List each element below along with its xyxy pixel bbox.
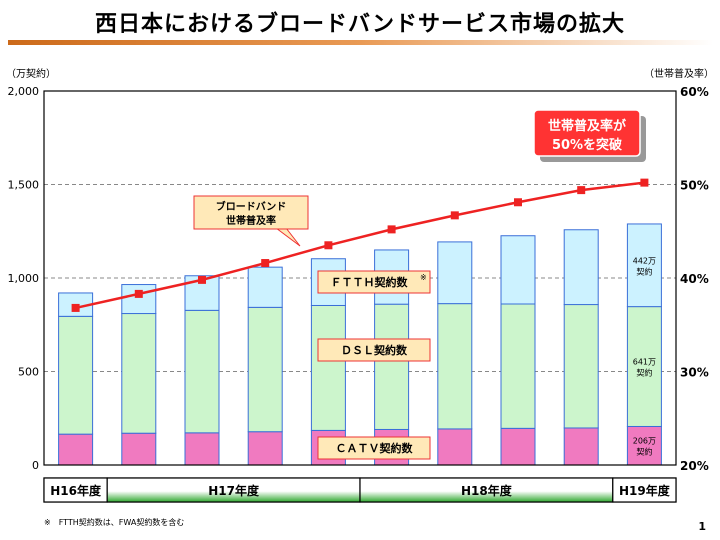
value-label-dsl-2: 契約 — [636, 368, 652, 378]
plot-frame — [43, 90, 677, 466]
series-label-ftth: ＦＴＴＨ契約数 — [331, 275, 409, 289]
line-label-box — [193, 195, 309, 230]
penetration-rate-point — [324, 241, 333, 250]
bar-ftth-9 — [563, 229, 599, 306]
bar-dsl-7 — [437, 303, 473, 430]
bar-catv-8 — [500, 427, 536, 466]
penetration-rate-line — [75, 181, 645, 310]
bar-dsl-1 — [58, 315, 94, 435]
callout-line2: 50%を突破 — [552, 137, 622, 153]
penetration-rate-point — [198, 275, 206, 284]
series-label-dsl: ＤＳＬ契約数 — [341, 343, 408, 357]
left-tick-label: 0 — [32, 459, 39, 472]
page-title: 西日本におけるブロードバンドサービス市場の拡大 — [94, 12, 626, 37]
bar-ftth-3 — [184, 275, 220, 311]
bar-ftth-8 — [500, 235, 536, 305]
penetration-rate-point — [640, 178, 649, 187]
penetration-rate-point — [261, 259, 270, 268]
period-label: H18年度 — [461, 483, 513, 498]
right-tick-label: 50% — [680, 179, 709, 193]
left-axis-label: （万契約） — [6, 67, 56, 80]
bar-catv-2 — [121, 432, 157, 466]
footnote: ※ FTTH契約数は、FWA契約数を含む — [44, 518, 185, 527]
bar-ftth-7 — [437, 241, 473, 305]
bar-dsl-9 — [563, 304, 599, 429]
penetration-rate-point — [577, 186, 586, 195]
period-cell — [612, 477, 677, 503]
penetration-rate-point — [514, 198, 522, 207]
left-tick-label: 500 — [18, 366, 39, 379]
value-label-catv-2: 契約 — [636, 447, 652, 457]
right-tick-label: 30% — [680, 366, 709, 380]
right-tick-label: 40% — [680, 272, 709, 286]
period-label: H16年度 — [50, 483, 102, 498]
series-label-dsl-box — [317, 338, 431, 362]
left-tick-label: 1,000 — [8, 272, 40, 285]
line-label-pointer — [274, 227, 301, 247]
series-label-catv-box — [317, 436, 431, 460]
penetration-rate-point — [387, 225, 396, 234]
page-number: 1 — [698, 520, 706, 533]
right-tick-label: 20% — [680, 459, 709, 473]
line-label-line2: 世帯普及率 — [226, 214, 276, 227]
bar-ftth-2 — [121, 284, 157, 315]
bar-ftth-4 — [247, 266, 283, 308]
title-underline — [8, 40, 713, 45]
value-label-catv-1: 206万 — [633, 437, 656, 446]
period-cell — [359, 477, 614, 503]
bar-ftth-10 — [626, 223, 662, 308]
value-label-ftth-2: 契約 — [636, 266, 652, 276]
series-label-ftth-note: ※ — [420, 273, 427, 282]
bar-dsl-2 — [121, 313, 157, 434]
bar-catv-1 — [58, 433, 94, 466]
callout-line1: 世帯普及率が — [548, 118, 626, 134]
value-label-dsl-1: 641万 — [633, 358, 656, 367]
left-tick-label: 1,500 — [8, 179, 40, 192]
period-label: H17年度 — [208, 483, 260, 498]
left-tick-label: 2,000 — [8, 85, 40, 98]
bar-dsl-6 — [374, 303, 410, 430]
period-cell — [106, 477, 361, 503]
penetration-rate-point — [71, 303, 80, 312]
right-tick-label: 60% — [680, 85, 709, 99]
bar-dsl-8 — [500, 303, 536, 429]
right-axis-label: （世帯普及率） — [644, 67, 714, 80]
bar-dsl-10 — [626, 306, 662, 427]
period-label: H19年度 — [619, 483, 671, 498]
callout-box — [533, 109, 641, 157]
bar-dsl-3 — [184, 309, 220, 434]
bar-catv-9 — [563, 427, 599, 466]
line-label-line1: ブロードバンド — [216, 200, 287, 213]
penetration-rate-point — [450, 211, 459, 220]
value-label-ftth-1: 442万 — [633, 256, 656, 265]
bar-dsl-5 — [310, 304, 346, 431]
penetration-rate-point — [134, 289, 143, 298]
bar-catv-7 — [437, 428, 473, 466]
period-cell — [43, 477, 108, 503]
series-label-catv: ＣＡＴＶ契約数 — [336, 441, 414, 455]
bar-catv-4 — [247, 431, 283, 466]
series-label-ftth-box — [317, 270, 431, 294]
bar-dsl-4 — [247, 306, 283, 433]
bar-catv-3 — [184, 432, 220, 466]
